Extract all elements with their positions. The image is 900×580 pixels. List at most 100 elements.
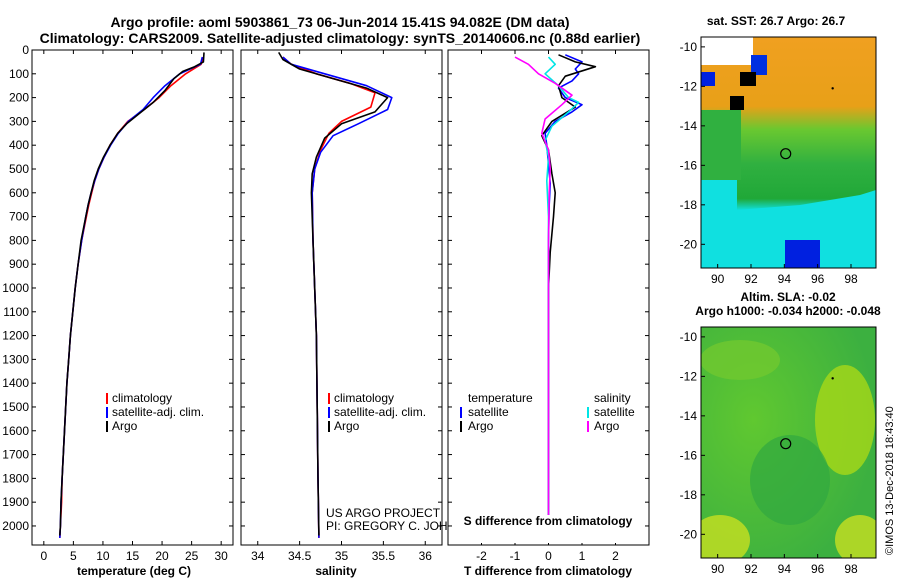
sla-map-field — [701, 327, 876, 558]
sst-map-frame — [700, 36, 877, 269]
legend-swatch-climatology — [106, 393, 108, 404]
sst-second-marker — [831, 87, 834, 90]
x-tick-label: -2 — [476, 549, 487, 563]
sst-map-ticks: 90 92 94 96 98 -10 -12 -14 -16 -18 -20 — [680, 40, 858, 286]
x-tick-label: 0 — [545, 549, 552, 563]
map-x-tick-label: 92 — [744, 272, 758, 286]
y-tick-label: 1900 — [2, 495, 29, 509]
sla-low-center — [750, 435, 830, 525]
sst-black-cell-1 — [740, 72, 756, 86]
x-tick-label: -1 — [510, 549, 521, 563]
legend-label-t-argo: Argo — [468, 419, 494, 433]
sla-map-panel: Altim. SLA: -0.02 Argo h1000: -0.034 h20… — [680, 290, 881, 576]
y-tick-label: 1700 — [2, 448, 29, 462]
sst-blue-south — [785, 240, 820, 268]
map-y-tick-label: -10 — [680, 40, 698, 54]
map-x-tick-label: 90 — [711, 562, 725, 576]
map-y-tick-label: -18 — [680, 488, 698, 502]
credit-project: US ARGO PROJECT — [326, 506, 441, 520]
y-tick-label: 300 — [9, 114, 29, 128]
difference-xlabel: T difference from climatology — [464, 564, 632, 578]
sst-blue-north — [751, 55, 767, 75]
x-tick-label: 34 — [251, 549, 265, 563]
y-tick-label: 500 — [9, 162, 29, 176]
y-tick-label: 2000 — [2, 519, 29, 533]
x-tick-label: 15 — [126, 549, 140, 563]
y-tick-label: 1600 — [2, 424, 29, 438]
credit-pi: PI: GREGORY C. JOHNSON — [326, 519, 482, 533]
legend-label-satellite: satellite-adj. clim. — [334, 405, 426, 419]
salinity-legend: climatology satellite-adj. clim. Argo — [328, 391, 426, 433]
map-x-tick-label: 96 — [811, 272, 825, 286]
sla-high-southwest — [701, 515, 750, 558]
temperature-series — [59, 52, 205, 538]
x-tick-label: 35 — [335, 549, 349, 563]
legend-label-t-satellite: satellite — [468, 405, 509, 419]
x-tick-label: 10 — [96, 549, 110, 563]
legend-label-s-satellite: satellite — [594, 405, 635, 419]
salinity-xlabel: salinity — [315, 564, 357, 578]
map-y-tick-label: -20 — [680, 237, 698, 251]
y-tick-label: 700 — [9, 210, 29, 224]
map-x-tick-label: 90 — [711, 272, 725, 286]
sla-map-ticks: 90 92 94 96 98 -10 -12 -14 -16 -18 -20 — [680, 330, 858, 576]
difference-series — [514, 54, 597, 538]
y-tick-label: 1100 — [3, 305, 29, 319]
sst-map-title: sat. SST: 26.7 Argo: 26.7 — [707, 14, 846, 28]
y-tick-label: 100 — [9, 67, 29, 81]
legend-swatch-satellite — [106, 407, 108, 418]
y-tick-label: 0 — [22, 43, 29, 57]
difference-xlabel-top: S difference from climatology — [464, 514, 633, 528]
y-tick-label: 1800 — [2, 471, 29, 485]
map-y-tick-label: -14 — [680, 409, 698, 423]
map-y-tick-label: -16 — [680, 158, 698, 172]
depth-axis-ticks: 0 100 200 300 400 500 600 700 800 900 1000 1100 1200… — [2, 43, 233, 533]
temperature-legend: climatology satellite-adj. clim. Argo — [106, 391, 204, 433]
map-y-tick-label: -12 — [680, 369, 698, 383]
y-tick-label: 200 — [9, 91, 29, 105]
difference-depth-ticks — [448, 49, 649, 527]
map-y-tick-label: -16 — [680, 448, 698, 462]
sla-second-marker — [831, 377, 834, 380]
sla-mid-north — [701, 340, 780, 380]
temperature-x-ticks: 0 5 10 15 20 25 30 — [40, 50, 228, 563]
legend-swatch-satellite — [328, 407, 330, 418]
y-tick-label: 1000 — [2, 281, 29, 295]
temperature-panel: 0100200300400500600700800900100011001200… — [2, 43, 234, 578]
legend-heading-temperature: temperature — [468, 391, 533, 405]
map-y-tick-label: -18 — [680, 198, 698, 212]
salinity-x-ticks: 34 34.5 35 35.5 36 — [251, 50, 432, 563]
sst-cyan-west — [701, 180, 737, 268]
legend-label-argo: Argo — [334, 419, 360, 433]
x-tick-label: 5 — [70, 549, 77, 563]
difference-legend-temperature: temperature satellite Argo — [460, 391, 533, 433]
map-x-tick-label: 96 — [811, 562, 825, 576]
y-tick-label: 600 — [9, 186, 29, 200]
x-tick-label: 34.5 — [288, 549, 312, 563]
y-tick-label: 1400 — [2, 376, 29, 390]
legend-swatch-argo — [328, 421, 330, 432]
legend-label-satellite: satellite-adj. clim. — [112, 405, 204, 419]
sst-land-mask — [701, 37, 753, 65]
x-tick-label: 30 — [214, 549, 228, 563]
sla-high-east — [815, 365, 875, 475]
y-tick-label: 900 — [9, 257, 29, 271]
difference-legend-salinity: salinity satellite Argo — [587, 391, 635, 433]
sst-black-cell-2 — [730, 96, 744, 110]
sst-float-marker — [780, 148, 792, 160]
y-tick-label: 800 — [9, 233, 29, 247]
y-tick-label: 1500 — [2, 400, 29, 414]
x-tick-label: 1 — [579, 549, 586, 563]
legend-swatch-s-satellite — [587, 407, 589, 418]
figure-title-line2: Climatology: CARS2009. Satellite-adjuste… — [40, 30, 641, 46]
legend-label-s-argo: Argo — [594, 419, 620, 433]
sst-blue-west — [701, 72, 715, 86]
salinity-panel: 34 34.5 35 35.5 36 salinity climatology sate… — [240, 49, 482, 578]
sla-float-marker — [780, 438, 792, 450]
legend-swatch-argo — [106, 421, 108, 432]
map-x-tick-label: 92 — [744, 562, 758, 576]
map-y-tick-label: -20 — [680, 527, 698, 541]
legend-heading-salinity: salinity — [594, 391, 631, 405]
figure-title-line1: Argo profile: aoml 5903861_73 06-Jun-201… — [110, 14, 569, 30]
